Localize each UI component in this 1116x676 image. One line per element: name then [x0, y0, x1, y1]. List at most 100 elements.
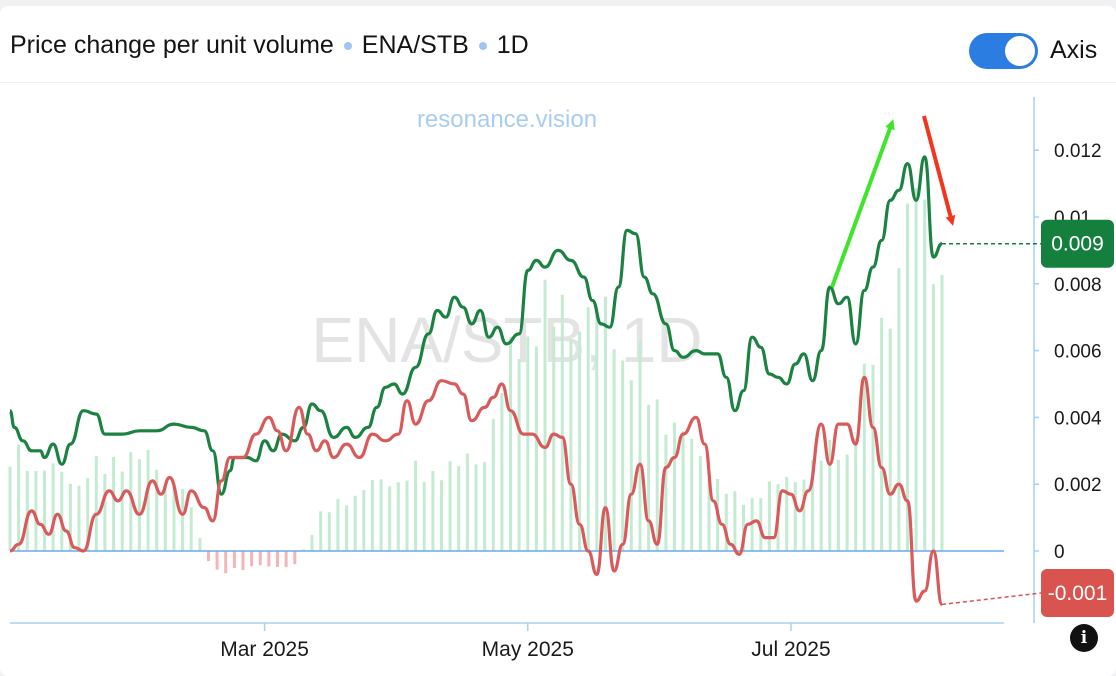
volume-bar — [77, 485, 81, 551]
volume-bar — [310, 534, 314, 551]
volume-bar — [405, 480, 409, 551]
volume-bar — [293, 551, 297, 565]
volume-bar — [362, 489, 366, 551]
volume-bar — [862, 363, 866, 551]
volume-bar — [163, 483, 167, 551]
volume-bar — [569, 339, 573, 551]
volume-bar — [543, 279, 547, 551]
volume-bar — [137, 459, 141, 551]
volume-bar — [51, 463, 55, 551]
volume-bar — [112, 456, 116, 551]
volume-bar — [379, 479, 383, 551]
toggle-knob — [1005, 36, 1035, 66]
volume-bar — [655, 399, 659, 551]
volume-bar — [232, 551, 236, 569]
volume-bar — [465, 453, 469, 551]
volume-bar — [327, 512, 331, 551]
volume-bar — [647, 404, 651, 551]
volume-bar — [793, 482, 797, 551]
volume-bar — [353, 495, 357, 551]
volume-bar — [207, 551, 210, 562]
volume-bar — [690, 438, 694, 551]
volume-bar — [8, 466, 12, 551]
x-tick-label: May 2025 — [482, 638, 574, 661]
axis-toggle[interactable] — [969, 33, 1038, 69]
x-tick-label: Jul 2025 — [751, 638, 830, 661]
y-tick-label: 0.006 — [1054, 342, 1102, 363]
title-interval: 1D — [496, 31, 529, 59]
title-metric: Price change per unit volume — [10, 31, 334, 59]
info-icon[interactable]: i — [1070, 624, 1098, 652]
volume-bar — [836, 459, 840, 551]
volume-bar — [483, 462, 487, 551]
volume-bar — [578, 331, 582, 551]
volume-bars — [8, 188, 944, 574]
volume-bar — [370, 479, 374, 551]
volume-bar — [880, 317, 884, 551]
volume-bar — [94, 456, 98, 551]
volume-bar — [871, 364, 875, 551]
y-tick-label: 0.012 — [1054, 141, 1102, 162]
volume-bar — [60, 471, 64, 551]
volume-bar — [733, 491, 737, 551]
volume-bar — [68, 483, 72, 551]
volume-bar — [914, 188, 918, 551]
volume-bar — [301, 549, 305, 551]
pair-watermark: ENA/STB, 1D — [311, 304, 702, 376]
volume-bar — [491, 418, 495, 551]
volume-bar — [888, 328, 892, 551]
volume-bar — [198, 538, 202, 551]
volume-bar — [940, 274, 944, 551]
volume-bar — [336, 498, 340, 551]
volume-bar — [129, 452, 133, 551]
volume-bar — [526, 336, 530, 551]
volume-bar — [681, 431, 685, 551]
volume-bar — [845, 454, 849, 551]
volume-bar — [284, 551, 288, 568]
axis-toggle-label: Axis — [1050, 36, 1098, 64]
volume-bar — [707, 479, 711, 551]
volume-bar — [388, 486, 392, 551]
volume-bar — [17, 444, 21, 551]
volume-bar — [448, 461, 452, 551]
volume-bar — [612, 349, 616, 551]
volume-bar — [629, 380, 633, 551]
volume-bar — [785, 476, 789, 551]
volume-bar — [43, 470, 46, 551]
volume-bar — [120, 471, 124, 551]
volume-bar — [923, 199, 927, 551]
volume-bar — [457, 466, 461, 551]
separator-dot — [343, 41, 352, 50]
volume-bar — [276, 551, 279, 567]
volume-bar — [931, 284, 935, 551]
chart-title: Price change per unit volume ENA/STB 1D — [10, 31, 529, 60]
volume-bar — [724, 493, 728, 551]
y-tick-label: 0.002 — [1054, 475, 1102, 496]
volume-bar — [25, 470, 29, 551]
volume-bar — [215, 551, 219, 570]
volume-bar — [560, 294, 564, 551]
red-series-line — [9, 375, 944, 606]
volume-bar — [146, 449, 150, 551]
volume-bar — [603, 296, 607, 551]
volume-bar — [422, 482, 426, 551]
up-arrow — [830, 119, 895, 288]
volume-bar — [509, 337, 512, 551]
volume-bar — [698, 455, 702, 551]
y-tick-label: 0 — [1054, 542, 1065, 563]
volume-bar — [767, 481, 771, 551]
volume-bar — [500, 393, 504, 551]
volume-bar — [802, 479, 806, 551]
last-value-labels: 0.009 -0.001 — [941, 219, 1114, 617]
separator-dot — [478, 41, 487, 50]
trend-arrows — [830, 115, 956, 288]
volume-bar — [750, 498, 754, 551]
volume-bar — [86, 478, 90, 551]
x-tick-label: Mar 2025 — [220, 638, 309, 661]
volume-bar — [673, 422, 676, 551]
green-value-badge — [1041, 219, 1114, 268]
red-value-label: -0.001 — [1048, 582, 1108, 605]
volume-bar — [664, 434, 668, 551]
